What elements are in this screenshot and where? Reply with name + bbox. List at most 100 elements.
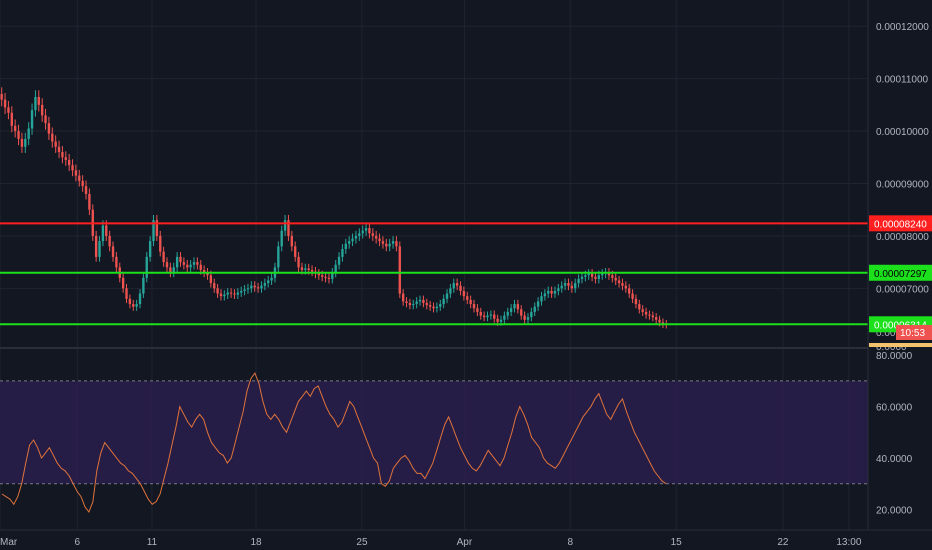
candle-body bbox=[459, 285, 462, 291]
candle-body bbox=[486, 315, 489, 318]
candle-body bbox=[10, 112, 13, 126]
time-axis[interactable]: Mar 6 11 18 25 Apr 8 15 22 13:00 bbox=[0, 537, 862, 548]
candle-body bbox=[428, 305, 432, 307]
candle-body bbox=[358, 233, 361, 236]
candle-body bbox=[361, 230, 364, 234]
candle-body bbox=[47, 123, 51, 134]
time-tick-label: 11 bbox=[147, 537, 158, 548]
candle-body bbox=[472, 304, 476, 309]
candle-body bbox=[159, 235, 162, 252]
candle-body bbox=[142, 277, 145, 294]
candle-body bbox=[310, 269, 314, 272]
candle-body bbox=[253, 285, 256, 288]
candle-body bbox=[101, 225, 105, 242]
candle-body bbox=[520, 309, 523, 316]
candle-body bbox=[186, 264, 189, 268]
candle-body bbox=[152, 220, 155, 242]
candle-body bbox=[374, 235, 378, 239]
candle-body bbox=[304, 268, 307, 270]
candle-body bbox=[88, 193, 91, 210]
candle-body bbox=[442, 298, 445, 305]
candle-body bbox=[401, 293, 405, 302]
candle-body bbox=[418, 299, 422, 302]
candle-body bbox=[297, 256, 300, 268]
candle-body bbox=[462, 290, 466, 297]
candle-body bbox=[219, 293, 223, 297]
price-tick-label: 0.00011000 bbox=[876, 75, 929, 86]
candle-body bbox=[425, 303, 428, 306]
candle-body bbox=[14, 125, 17, 132]
time-tick-label: 25 bbox=[356, 537, 368, 548]
candle-body bbox=[385, 243, 388, 247]
candle-body bbox=[398, 246, 401, 294]
candle-body bbox=[334, 264, 337, 273]
candle-body bbox=[371, 233, 374, 236]
candle-body bbox=[115, 256, 118, 268]
candle-body bbox=[34, 96, 37, 111]
candle-body bbox=[516, 304, 520, 310]
candle-body bbox=[341, 249, 344, 257]
candle-body bbox=[563, 283, 567, 286]
candle-body bbox=[331, 272, 334, 279]
candle-body bbox=[509, 308, 513, 312]
candle-body bbox=[202, 269, 206, 273]
candle-body bbox=[594, 276, 597, 279]
candle-body bbox=[78, 175, 81, 181]
candle-body bbox=[145, 256, 148, 278]
time-tick-label: 22 bbox=[777, 537, 789, 548]
price-tick-label: 0.00009000 bbox=[876, 179, 929, 190]
candle-body bbox=[655, 317, 658, 320]
candle-body bbox=[540, 296, 543, 302]
candle-body bbox=[614, 277, 617, 281]
candle-body bbox=[557, 288, 560, 291]
candle-body bbox=[240, 290, 243, 293]
candle-body bbox=[415, 301, 418, 305]
candle-body bbox=[108, 235, 111, 247]
candle-body bbox=[499, 319, 503, 322]
candle-body bbox=[135, 304, 138, 307]
candle-body bbox=[584, 275, 587, 277]
time-tick-label: 6 bbox=[74, 537, 80, 548]
candle-body bbox=[321, 275, 324, 277]
rsi-axis[interactable]: 80.0000 60.0000 40.0000 20.0000 bbox=[876, 351, 913, 516]
countdown-tag bbox=[896, 325, 932, 340]
candle-body bbox=[391, 241, 395, 244]
price-tick-label: 0.0000 bbox=[876, 342, 907, 353]
candle-body bbox=[57, 146, 61, 153]
candle-body bbox=[165, 262, 169, 268]
price-tick-label: 0.00007000 bbox=[876, 284, 929, 295]
candle-body bbox=[621, 283, 624, 286]
candle-body bbox=[449, 288, 452, 294]
level-price-label: 0.00007297 bbox=[874, 269, 927, 280]
candle-body bbox=[553, 290, 557, 294]
candle-body bbox=[172, 267, 175, 273]
candle-body bbox=[378, 238, 381, 242]
candle-body bbox=[435, 306, 439, 309]
candlestick-series bbox=[0, 87, 668, 329]
candle-body bbox=[611, 275, 614, 278]
candle-body bbox=[466, 296, 469, 300]
horizontal-levels[interactable] bbox=[0, 222, 868, 326]
candle-body bbox=[641, 309, 644, 312]
candle-body bbox=[189, 264, 192, 268]
candle-body bbox=[638, 304, 641, 310]
candle-body bbox=[469, 299, 472, 305]
candle-body bbox=[412, 304, 415, 306]
time-tick-label: Apr bbox=[457, 537, 473, 548]
candle-body bbox=[300, 267, 304, 270]
candle-body bbox=[61, 152, 64, 158]
candle-body bbox=[270, 277, 273, 281]
candle-body bbox=[482, 315, 486, 318]
candle-body bbox=[17, 131, 20, 139]
candle-body bbox=[132, 304, 135, 307]
candle-body bbox=[229, 292, 233, 294]
candle-body bbox=[536, 301, 540, 307]
candle-body bbox=[40, 104, 44, 116]
candle-body bbox=[128, 298, 132, 305]
time-tick-label: 15 bbox=[671, 537, 683, 548]
candle-body bbox=[324, 276, 327, 278]
candle-body bbox=[368, 228, 371, 234]
price-axis[interactable]: 0.00012000 0.00011000 0.00010000 0.00009000… bbox=[876, 22, 929, 353]
candle-body bbox=[405, 301, 408, 304]
